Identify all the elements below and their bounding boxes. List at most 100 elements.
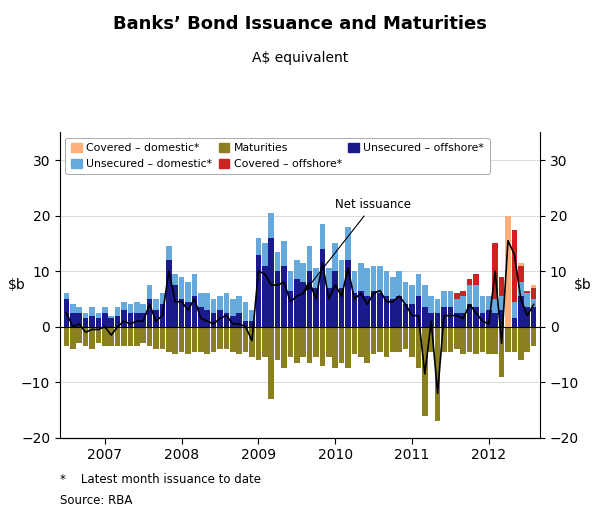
Bar	[166, 260, 172, 327]
Bar	[409, 304, 415, 327]
Bar	[467, 327, 472, 352]
Bar	[371, 327, 376, 354]
Bar	[256, 254, 261, 327]
Bar	[313, 288, 319, 327]
Bar	[313, 268, 319, 288]
Bar	[448, 307, 453, 327]
Bar	[230, 327, 236, 352]
Bar	[397, 271, 402, 296]
Text: Source: RBA: Source: RBA	[60, 494, 133, 507]
Bar	[345, 327, 351, 369]
Bar	[422, 285, 428, 307]
Bar	[211, 299, 217, 313]
Bar	[448, 291, 453, 307]
Bar	[64, 327, 69, 346]
Bar	[179, 299, 184, 327]
Bar	[230, 299, 236, 316]
Bar	[518, 296, 524, 327]
Bar	[460, 313, 466, 327]
Bar	[275, 252, 280, 271]
Bar	[422, 327, 428, 415]
Bar	[524, 327, 530, 352]
Bar	[479, 327, 485, 352]
Bar	[307, 246, 313, 271]
Bar	[249, 321, 255, 327]
Bar	[339, 260, 344, 288]
Bar	[454, 313, 460, 327]
Bar	[352, 327, 357, 354]
Bar	[416, 296, 421, 327]
Bar	[435, 313, 440, 327]
Bar	[275, 327, 280, 360]
Bar	[524, 291, 530, 293]
Bar	[512, 327, 517, 352]
Bar	[172, 327, 178, 354]
Bar	[473, 285, 479, 307]
Bar	[454, 299, 460, 313]
Bar	[460, 296, 466, 313]
Bar	[383, 327, 389, 357]
Bar	[345, 260, 351, 327]
Bar	[198, 293, 203, 307]
Bar	[524, 307, 530, 327]
Bar	[179, 277, 184, 299]
Bar	[383, 271, 389, 296]
Bar	[217, 296, 223, 310]
Bar	[211, 313, 217, 327]
Bar	[403, 282, 409, 304]
Bar	[102, 313, 107, 327]
Bar	[332, 243, 338, 271]
Bar	[262, 266, 268, 327]
Bar	[435, 327, 440, 421]
Bar	[115, 307, 121, 316]
Bar	[339, 327, 344, 363]
Bar	[390, 327, 395, 352]
Bar	[499, 296, 505, 310]
Bar	[512, 318, 517, 327]
Bar	[281, 241, 287, 266]
Bar	[102, 307, 107, 313]
Bar	[499, 277, 505, 296]
Bar	[198, 327, 203, 352]
Bar	[460, 327, 466, 354]
Bar	[185, 302, 191, 327]
Bar	[147, 299, 152, 327]
Bar	[390, 299, 395, 327]
Bar	[301, 327, 306, 357]
Bar	[377, 266, 383, 293]
Bar	[140, 304, 146, 313]
Bar	[435, 299, 440, 313]
Bar	[243, 327, 248, 352]
Bar	[486, 310, 491, 327]
Bar	[147, 285, 152, 299]
Bar	[153, 310, 159, 327]
Text: $b: $b	[8, 278, 26, 292]
Bar	[95, 327, 101, 344]
Bar	[217, 327, 223, 349]
Bar	[454, 293, 460, 299]
Bar	[70, 304, 76, 313]
Bar	[224, 293, 229, 313]
Bar	[441, 307, 447, 327]
Bar	[518, 282, 524, 296]
Bar	[205, 327, 210, 354]
Bar	[409, 285, 415, 304]
Bar	[339, 288, 344, 327]
Bar	[364, 327, 370, 363]
Bar	[460, 291, 466, 296]
Bar	[243, 302, 248, 321]
Bar	[352, 293, 357, 327]
Bar	[499, 310, 505, 327]
Bar	[140, 327, 146, 344]
Bar	[134, 327, 140, 346]
Bar	[326, 288, 332, 327]
Bar	[428, 327, 434, 352]
Bar	[83, 327, 88, 346]
Bar	[76, 327, 82, 344]
Bar	[531, 299, 536, 307]
Bar	[121, 302, 127, 310]
Bar	[102, 327, 107, 346]
Bar	[262, 327, 268, 357]
Bar	[268, 327, 274, 399]
Bar	[448, 327, 453, 352]
